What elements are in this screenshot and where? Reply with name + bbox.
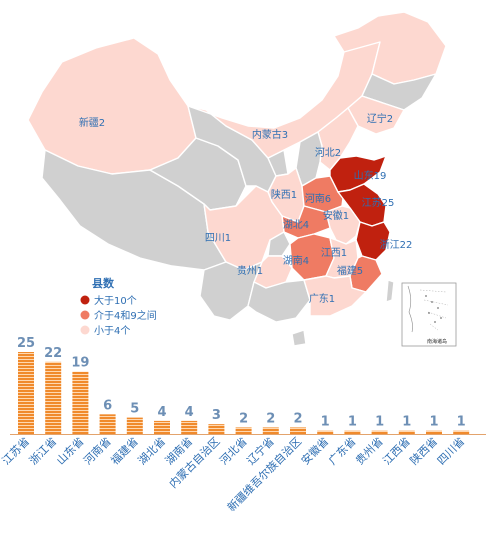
province-label: 山东19 [354, 169, 387, 182]
province-label: 江西1 [321, 247, 347, 259]
legend-swatch-high [80, 295, 90, 305]
bar-value-label: 1 [375, 415, 384, 430]
legend-swatch-low [80, 325, 90, 335]
province-label: 湖北4 [283, 219, 309, 231]
province-region [385, 279, 395, 303]
category-tick-label: 湖北省 [136, 435, 169, 468]
legend-label-mid: 介于4和9之间 [94, 309, 157, 322]
inset-coastline [407, 285, 413, 333]
province-region [247, 279, 311, 323]
category-tick-label: 贵州省 [353, 435, 386, 468]
bar-value-label: 22 [44, 346, 62, 361]
bar [181, 420, 198, 434]
province-label: 新疆2 [79, 116, 105, 129]
province-label: 浙江22 [380, 239, 413, 251]
legend-label-low: 小于4个 [94, 325, 130, 337]
map-legend: 县数 大于10个 介于4和9之间 小于4个 [80, 276, 157, 337]
inset-label: 南海诸岛 [427, 338, 447, 345]
bar-value-label: 1 [429, 415, 438, 430]
category-tick-label: 河南省 [81, 435, 114, 468]
province-region [325, 205, 361, 245]
bar [317, 430, 334, 434]
bar [344, 430, 361, 434]
province-label: 河北2 [315, 147, 341, 159]
bar [371, 430, 388, 434]
category-tick-label: 江苏省 [0, 435, 32, 468]
category-tick-label: 浙江省 [27, 435, 60, 468]
bar [45, 361, 62, 434]
bar [99, 414, 116, 434]
bar-value-label: 2 [266, 411, 275, 426]
province-label: 贵州1 [237, 264, 263, 277]
province-label: 福建5 [337, 264, 363, 277]
province-label: 四川1 [205, 233, 231, 244]
legend-swatch-mid [80, 310, 90, 320]
province-region [267, 231, 291, 257]
bar-value-label: 4 [157, 405, 166, 420]
province-region [303, 275, 367, 317]
bar-value-label: 1 [348, 415, 357, 430]
category-tick-label: 四川省 [435, 435, 468, 468]
category-tick-label: 山东省 [54, 435, 87, 468]
bar-value-label: 19 [71, 356, 89, 371]
inset-frame [401, 282, 457, 347]
category-tick-label: 江西省 [380, 435, 413, 468]
province-region [329, 155, 387, 193]
inset-boundary-dashes [419, 289, 449, 331]
legend-label-high: 大于10个 [94, 294, 137, 307]
bar [72, 371, 89, 434]
province-label: 内蒙古3 [252, 128, 288, 141]
category-tick-label: 安徽省 [298, 434, 331, 467]
category-tick-label: 河北省 [217, 435, 250, 468]
bar [398, 430, 415, 434]
bar [290, 427, 306, 434]
bar [154, 420, 170, 434]
province-label: 湖南4 [283, 254, 309, 267]
bar-value-label: 6 [103, 398, 112, 413]
inset-islands [425, 295, 442, 323]
bar [453, 430, 470, 434]
bar [262, 427, 279, 434]
bar [18, 352, 34, 434]
category-tick-label: 福建省 [108, 434, 141, 467]
bar-value-label: 1 [321, 415, 330, 430]
province-label: 陕西1 [271, 188, 297, 201]
province-label: 江苏25 [362, 196, 395, 209]
china-province-map: 新疆2 内蒙古3 辽宁2 河北2 陕西1 河南6 山东19 江苏25 安徽1 浙江22 湖北4 四川1… [27, 11, 447, 347]
province-region [281, 205, 331, 239]
category-tick-label: 陕西省 [407, 434, 440, 467]
province-label: 河南6 [305, 192, 331, 205]
bar-value-label: 5 [130, 402, 139, 417]
bar [126, 417, 143, 434]
province-label: 安徽1 [323, 209, 349, 222]
province-region [355, 221, 391, 261]
bar-value-label: 1 [402, 415, 411, 430]
province-label: 广东1 [309, 292, 335, 305]
bar [208, 424, 225, 434]
legend-title: 县数 [92, 276, 115, 290]
bar [426, 430, 442, 434]
bar-value-label: 2 [293, 411, 302, 426]
bar-value-label: 2 [239, 411, 248, 426]
bar [235, 427, 252, 434]
bar-value-label: 4 [185, 405, 194, 420]
south-china-sea-inset: 南海诸岛 [401, 282, 457, 347]
province-label: 辽宁2 [367, 112, 393, 125]
province-region [291, 329, 307, 347]
bar-value-label: 25 [17, 336, 35, 351]
bar-value-label: 1 [457, 415, 466, 430]
bar-value-label: 3 [212, 408, 221, 423]
category-tick-label: 广东省 [326, 435, 359, 468]
bar-chart: 25江苏省22浙江省19山东省6河南省5福建省4湖北省4湖南省3内蒙古自治区2河… [0, 336, 486, 514]
